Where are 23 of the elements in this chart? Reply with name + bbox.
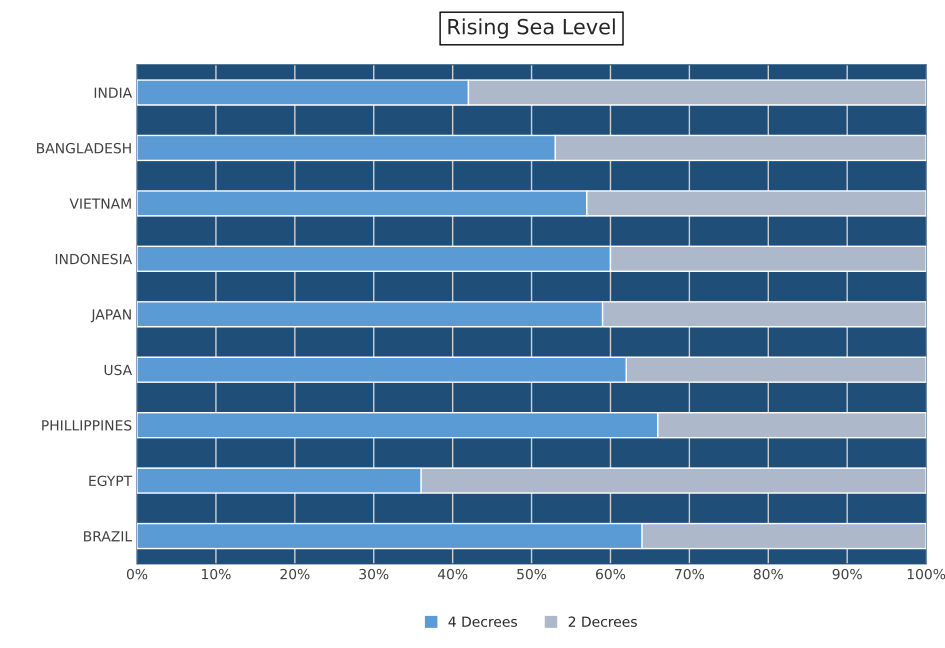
x-tick-label: 80%: [754, 568, 783, 580]
x-tick-label: 60%: [596, 568, 626, 580]
y-tick-label: INDONESIA: [56, 254, 132, 264]
y-tick-label: PHILLIPPINES: [42, 420, 132, 431]
x-tick-label: 40%: [438, 568, 468, 580]
y-tick-label: BANGLADESH: [37, 142, 131, 154]
y-tick-label: BRAZIL: [84, 531, 132, 542]
y-tick-label: USA: [104, 364, 132, 376]
x-tick-label: 50%: [517, 568, 546, 580]
y-tick-label: INDIA: [94, 88, 132, 98]
y-tick-label: VIETNAM: [70, 198, 131, 209]
y-tick-label: JAPAN: [90, 309, 131, 322]
chart-title: Rising Sea Level: [448, 18, 615, 39]
legend-label: 2 Decrees: [568, 616, 637, 627]
x-tick-label: 100%: [908, 568, 945, 580]
legend-label: 4 Decrees: [448, 616, 517, 627]
x-tick-label: 90%: [832, 568, 862, 580]
x-tick-label: 0%: [126, 568, 148, 580]
x-tick-label: 10%: [202, 568, 231, 580]
y-tick-label: EGYPT: [89, 476, 132, 486]
x-tick-label: 70%: [675, 568, 704, 580]
x-tick-label: 30%: [359, 568, 388, 580]
x-tick-label: 20%: [280, 568, 310, 580]
